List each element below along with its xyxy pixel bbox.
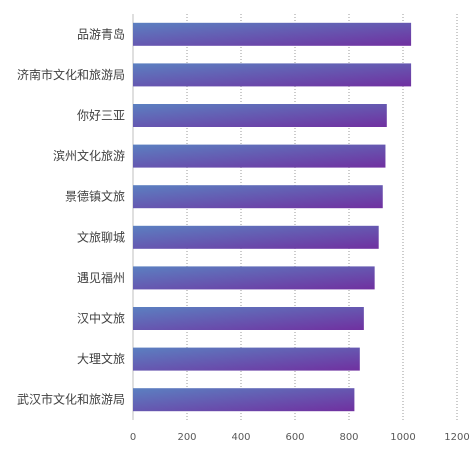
category-label: 遇见福州 [77, 270, 125, 285]
category-label: 文旅聊城 [77, 229, 125, 244]
category-label: 你好三亚 [77, 109, 125, 123]
bar [133, 307, 364, 330]
x-tick-label: 600 [285, 432, 304, 443]
bar [133, 144, 386, 168]
x-axis-ticks: 0 200 400 600 800 1000 1200 [130, 432, 470, 443]
x-tick-label: 200 [177, 432, 196, 443]
x-tick-label: 800 [339, 432, 358, 443]
bar [133, 63, 412, 87]
x-tick-label: 400 [231, 432, 250, 443]
x-tick-label: 1200 [444, 432, 469, 443]
bar [133, 266, 375, 290]
bar [133, 185, 383, 209]
category-label: 滨州文化旅游 [53, 148, 125, 163]
bar [133, 388, 355, 412]
category-label: 汉中文旅 [77, 311, 125, 326]
bar [133, 104, 387, 127]
category-label: 品游青岛 [77, 26, 125, 41]
category-label: 济南市文化和旅游局 [17, 67, 125, 82]
category-label: 武汉市文化和旅游局 [17, 392, 125, 407]
bar [133, 225, 379, 249]
category-label: 景德镇文旅 [65, 189, 125, 204]
x-tick-label: 0 [130, 432, 136, 443]
x-tick-label: 1000 [390, 432, 415, 443]
bar [133, 347, 360, 371]
category-label: 大理文旅 [77, 351, 125, 366]
category-labels: 品游青岛济南市文化和旅游局你好三亚滨州文化旅游景德镇文旅文旅聊城遇见福州汉中文旅… [17, 26, 125, 406]
bars [133, 22, 412, 412]
bar [133, 22, 412, 46]
